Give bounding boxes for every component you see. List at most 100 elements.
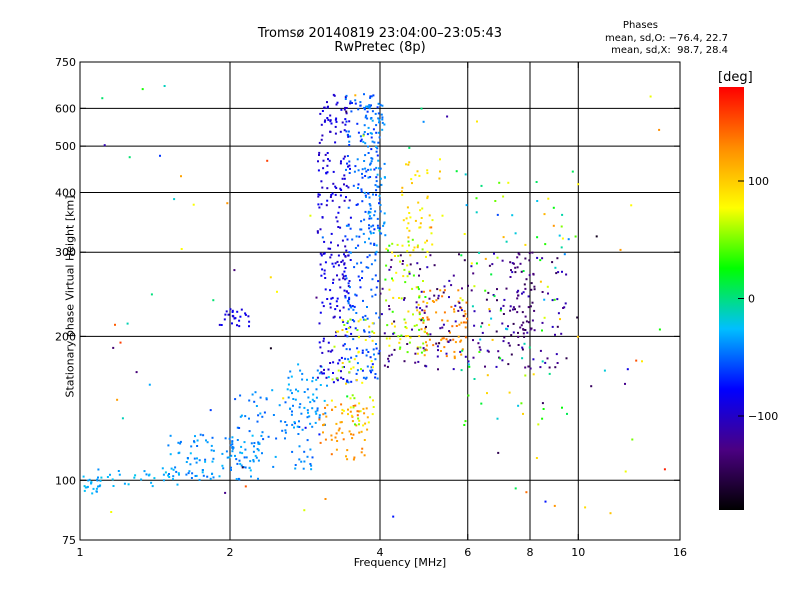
scatter-point: [398, 297, 400, 299]
scatter-point: [248, 325, 250, 328]
scatter-point: [301, 378, 304, 381]
scatter-point: [269, 347, 272, 350]
scatter-point: [336, 101, 339, 104]
scatter-point: [372, 193, 374, 196]
scatter-point: [314, 410, 317, 413]
scatter-point: [343, 108, 346, 111]
scatter-point: [533, 329, 536, 332]
scatter-point: [361, 270, 364, 273]
scatter-point: [97, 468, 100, 471]
scatter-point: [564, 302, 567, 305]
scatter-point: [453, 310, 456, 313]
scatter-point: [252, 459, 255, 461]
scatter-point: [357, 417, 360, 420]
scatter-point: [522, 321, 525, 324]
scatter-point: [541, 329, 543, 332]
scatter-point: [297, 363, 300, 366]
scatter-point: [99, 479, 102, 482]
scatter-point: [201, 469, 204, 471]
scatter-point: [404, 335, 407, 338]
scatter-point: [334, 262, 337, 265]
scatter-point: [428, 338, 431, 341]
scatter-point: [408, 270, 411, 273]
scatter-point: [521, 348, 524, 351]
scatter-point: [231, 440, 234, 443]
scatter-point: [424, 296, 427, 298]
scatter-point: [348, 164, 351, 167]
scatter-point: [356, 203, 359, 206]
scatter-point: [408, 212, 411, 214]
colorbar-tick-label: 0: [748, 293, 755, 306]
scatter-point: [196, 439, 199, 442]
scatter-point: [95, 487, 98, 490]
x-ticks: 1 2 4 6 8 10 16: [77, 62, 687, 559]
scatter-point: [236, 462, 239, 465]
scatter-point: [560, 225, 563, 228]
scatter-point: [345, 224, 348, 227]
scatter-point: [339, 194, 342, 197]
scatter-point: [391, 277, 393, 280]
scatter-point: [362, 133, 365, 136]
scatter-point: [323, 399, 326, 402]
scatter-point: [194, 475, 197, 477]
scatter-point: [520, 402, 523, 405]
scatter-point: [576, 316, 579, 319]
scatter-point: [501, 259, 504, 262]
scatter-point: [257, 477, 259, 480]
scatter-point: [323, 120, 326, 123]
scatter-point: [361, 351, 364, 354]
scatter-point: [425, 255, 427, 258]
scatter-point: [517, 331, 519, 334]
scatter-point: [388, 288, 391, 291]
scatter-point: [472, 339, 474, 342]
chart-title: Tromsø 20140819 23:04:00–23:05:43: [257, 26, 503, 41]
scatter-point: [343, 177, 346, 180]
scatter-point: [476, 120, 478, 123]
scatter-point: [345, 107, 348, 109]
scatter-point: [212, 457, 215, 460]
scatter-point: [342, 438, 345, 441]
scatter-point: [321, 186, 324, 189]
scatter-point: [354, 247, 357, 249]
scatter-point: [453, 308, 455, 311]
scatter-point: [518, 305, 521, 308]
scatter-point: [535, 181, 538, 183]
scatter-point: [379, 103, 382, 106]
scatter-point: [491, 263, 494, 266]
scatter-point: [461, 287, 463, 290]
scatter-point: [553, 504, 556, 507]
scatter-point: [284, 421, 287, 423]
scatter-point: [420, 351, 423, 354]
scatter-point: [369, 176, 372, 178]
scatter-point: [168, 473, 170, 475]
scatter-point: [445, 352, 448, 355]
scatter-point: [358, 235, 361, 238]
scatter-point: [374, 252, 377, 255]
scatter-point: [372, 406, 375, 408]
scatter-point: [341, 408, 344, 411]
scatter-point: [351, 420, 354, 423]
scatter-point: [343, 262, 346, 265]
scatter-point: [331, 378, 334, 381]
scatter-point: [290, 413, 293, 416]
scatter-point: [349, 100, 352, 103]
scatter-point: [470, 265, 473, 268]
scatter-point: [576, 335, 579, 338]
scatter-point: [448, 279, 451, 282]
scatter-point: [519, 262, 522, 265]
scatter-point: [229, 444, 232, 447]
scatter-point: [238, 319, 241, 322]
scatter-point: [536, 236, 539, 239]
scatter-point: [391, 310, 394, 313]
scatter-point: [361, 349, 364, 352]
scatter-point: [354, 94, 357, 97]
scatter-point: [114, 323, 116, 326]
scatter-point: [571, 170, 574, 173]
scatter-point: [323, 106, 326, 109]
scatter-point: [382, 224, 385, 227]
scatter-point: [334, 334, 337, 337]
scatter-point: [362, 424, 365, 427]
scatter-point: [502, 340, 505, 343]
scatter-point: [436, 345, 439, 348]
scatter-point: [375, 176, 378, 179]
